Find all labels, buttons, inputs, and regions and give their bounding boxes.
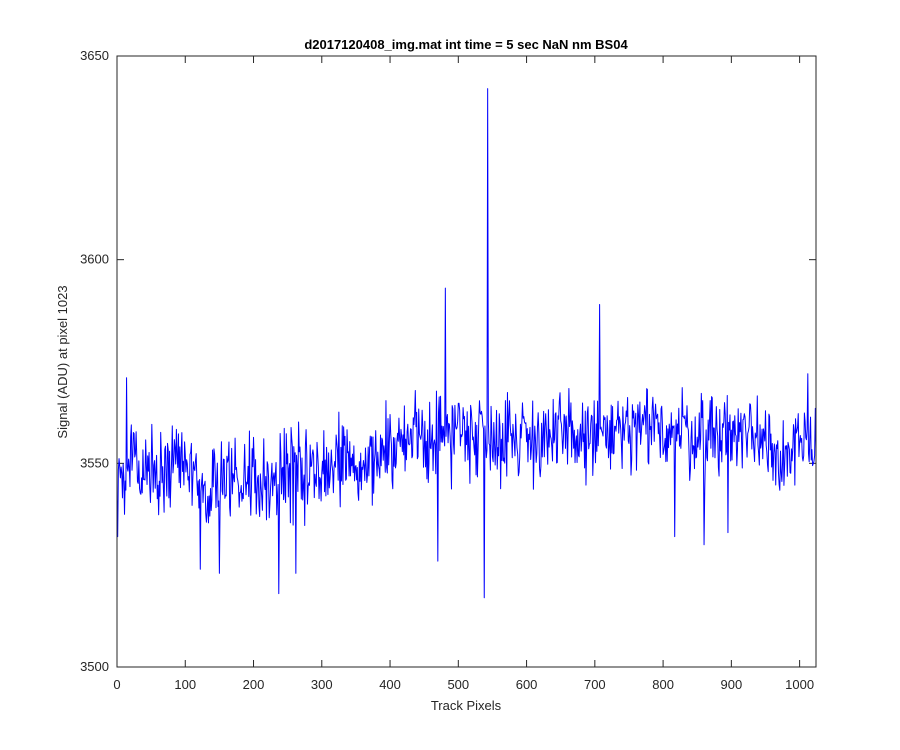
- x-tick-label: 200: [243, 677, 265, 692]
- y-tick-label: 3650: [80, 48, 109, 63]
- x-tick-label: 700: [584, 677, 606, 692]
- x-tick-label: 0: [113, 677, 120, 692]
- x-tick-label: 600: [516, 677, 538, 692]
- y-axis-label: Signal (ADU) at pixel 1023: [55, 285, 70, 438]
- x-axis-label: Track Pixels: [431, 698, 502, 713]
- plot-layer: [116, 88, 817, 599]
- y-tick-label: 3550: [80, 455, 109, 470]
- x-tick-label: 500: [447, 677, 469, 692]
- x-tick-label: 100: [174, 677, 196, 692]
- x-tick-label: 800: [652, 677, 674, 692]
- x-tick-label: 1000: [785, 677, 814, 692]
- axes-box: [116, 55, 817, 668]
- y-tick-label: 3500: [80, 659, 109, 674]
- x-tick-label: 400: [379, 677, 401, 692]
- x-tick-label: 900: [721, 677, 743, 692]
- signal-series-line: [116, 88, 817, 599]
- chart-title: d2017120408_img.mat int time = 5 sec NaN…: [304, 37, 628, 52]
- x-tick-label: 300: [311, 677, 333, 692]
- y-tick-label: 3600: [80, 252, 109, 267]
- axes-background: [117, 56, 816, 667]
- ticks-layer: 0 100 200 300 400 500 600 700 800 900 1000 3500 3550…: [80, 48, 816, 692]
